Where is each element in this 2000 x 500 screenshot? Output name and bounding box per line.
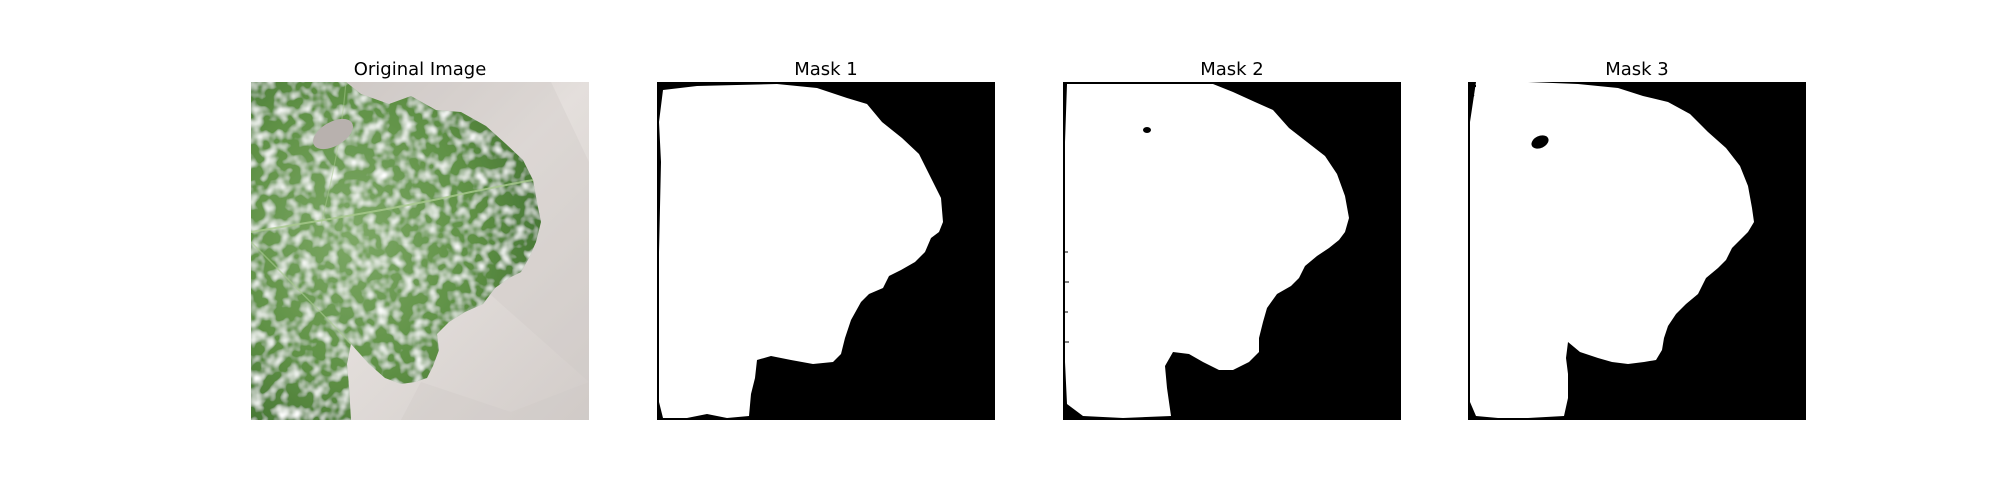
mask-3-panel: Mask 3: [1468, 58, 1806, 420]
panel-title-mask-1: Mask 1: [794, 59, 858, 80]
mask-3-hole: [1531, 135, 1549, 149]
panel-title-mask-3: Mask 3: [1605, 59, 1669, 80]
panel-title-original-image: Original Image: [353, 59, 487, 80]
mask-1-image: [657, 82, 995, 420]
mask-2-foreground: [1065, 84, 1349, 418]
mask-2-hole: [1143, 127, 1151, 133]
mask-1-foreground: [659, 84, 943, 418]
panel-title-mask-2: Mask 2: [1200, 59, 1264, 80]
mask-2-image: [1063, 82, 1401, 420]
leaf-shape: [251, 82, 541, 420]
original-leaf-image: [251, 82, 589, 420]
mask-2-panel: Mask 2: [1063, 58, 1401, 420]
leaf-hole: [313, 118, 353, 150]
original-image-panel: Original Image: [251, 58, 589, 420]
mask-1-panel: Mask 1: [657, 58, 995, 420]
mask-3-image: [1468, 82, 1806, 420]
mask-3-foreground: [1470, 82, 1754, 418]
